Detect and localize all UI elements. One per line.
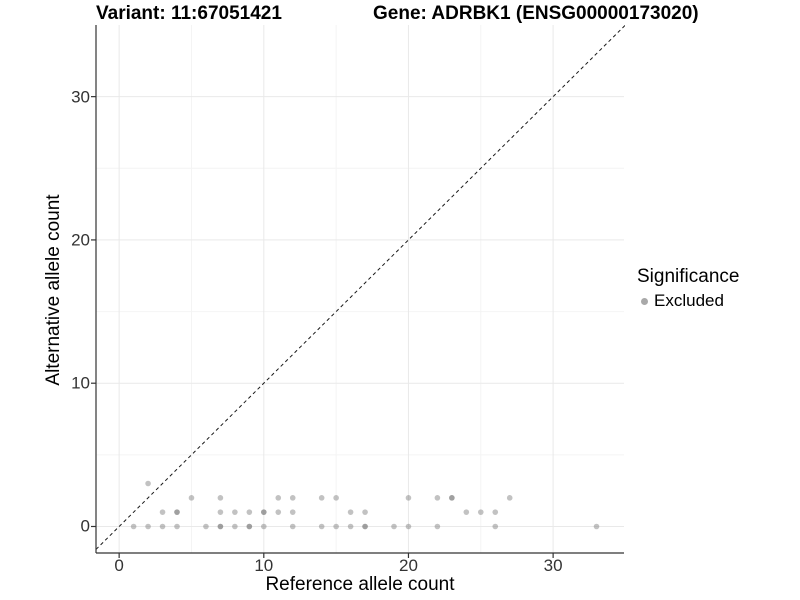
- identity-line: [96, 24, 625, 550]
- x-tick-label: 0: [114, 556, 124, 575]
- data-point: [261, 523, 267, 530]
- data-point: [449, 495, 455, 501]
- x-tick-label: 10: [254, 556, 274, 575]
- data-point: [318, 495, 325, 501]
- data-point: [449, 495, 455, 501]
- legend-item-label: Excluded: [654, 291, 724, 310]
- data-point: [391, 523, 397, 530]
- data-point: [405, 523, 412, 530]
- data-point: [159, 509, 166, 515]
- data-point: [232, 509, 238, 515]
- data-point: [347, 509, 354, 515]
- plot-panel: [96, 24, 625, 553]
- data-point: [333, 523, 339, 530]
- data-point: [130, 523, 137, 530]
- y-tick-label: 10: [71, 373, 90, 393]
- data-point: [217, 523, 224, 530]
- x-tick-label: 20: [398, 556, 418, 575]
- data-point: [362, 523, 368, 530]
- data-point: [492, 509, 499, 515]
- data-point: [145, 523, 151, 530]
- data-point: [463, 509, 470, 515]
- data-point: [275, 495, 282, 501]
- y-tick-label: 20: [71, 230, 90, 250]
- legend-item-excluded: Excluded: [641, 291, 739, 311]
- data-point: [362, 523, 368, 530]
- data-point: [174, 509, 180, 515]
- data-point: [405, 495, 412, 501]
- data-point: [246, 523, 253, 530]
- plot-title-variant: Variant: 11:67051421: [96, 3, 282, 24]
- data-point: [289, 509, 296, 515]
- data-point: [246, 523, 253, 530]
- x-tick-label: 30: [543, 556, 563, 575]
- data-point: [174, 523, 180, 530]
- data-point: [261, 509, 267, 515]
- data-point: [159, 523, 166, 530]
- data-point: [347, 523, 354, 530]
- y-tick-label: 30: [71, 87, 90, 107]
- data-point: [289, 523, 296, 530]
- data-point: [492, 523, 499, 530]
- data-point: [289, 495, 296, 501]
- plot-title-gene: Gene: ADRBK1 (ENSG00000173020): [373, 3, 699, 24]
- data-point: [232, 523, 238, 530]
- data-point: [593, 523, 600, 530]
- y-axis-title: Alternative allele count: [43, 194, 64, 386]
- data-point: [145, 480, 151, 487]
- y-tick-label: 0: [80, 516, 90, 536]
- data-point: [333, 495, 339, 501]
- legend-title: Significance: [637, 266, 740, 287]
- data-point: [434, 495, 441, 501]
- data-point: [217, 523, 224, 530]
- data-point: [477, 509, 484, 515]
- data-point: [188, 495, 195, 501]
- data-point: [506, 495, 513, 501]
- data-point: [362, 509, 368, 515]
- data-point: [246, 509, 253, 515]
- data-point: [275, 509, 282, 515]
- excluded-point-icon: [641, 297, 648, 305]
- legend: Significance Excluded: [637, 266, 739, 311]
- data-point: [217, 495, 224, 501]
- x-axis-title: Reference allele count: [265, 574, 455, 595]
- data-point: [318, 523, 325, 530]
- data-point: [174, 509, 180, 515]
- data-point: [261, 509, 267, 515]
- data-point: [203, 523, 209, 530]
- data-point: [434, 523, 441, 530]
- data-point: [217, 509, 224, 515]
